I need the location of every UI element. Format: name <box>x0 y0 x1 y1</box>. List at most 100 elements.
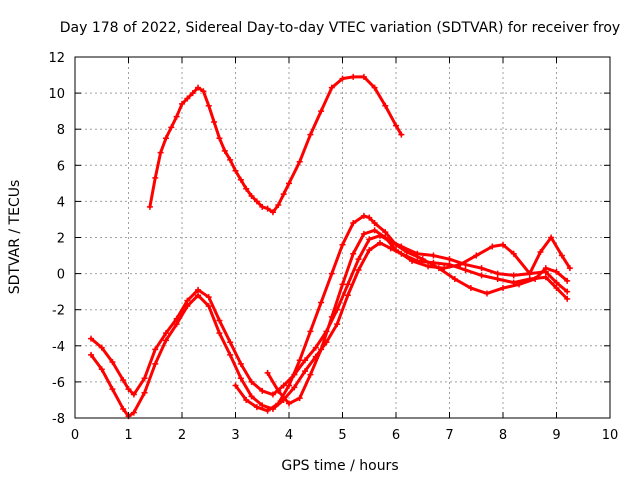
x-tick-label: 4 <box>285 428 293 443</box>
data-point <box>152 346 159 353</box>
data-point <box>237 360 244 367</box>
data-point <box>366 247 373 254</box>
data-point <box>302 357 309 364</box>
data-point <box>88 351 95 358</box>
data-point <box>532 276 539 283</box>
data-point <box>296 158 303 165</box>
data-point <box>248 393 255 400</box>
data-point <box>457 261 464 268</box>
data-point <box>248 192 255 199</box>
data-point <box>510 250 517 257</box>
data-point <box>205 303 212 310</box>
data-point <box>275 202 282 209</box>
data-point <box>473 252 480 259</box>
data-point <box>184 95 191 102</box>
data-point <box>216 135 223 142</box>
data-point <box>564 277 571 284</box>
data-point <box>98 344 105 351</box>
data-point <box>264 407 271 414</box>
data-point <box>125 386 132 393</box>
y-tick-label: 0 <box>57 268 65 283</box>
data-point <box>478 265 485 272</box>
data-point <box>398 131 405 138</box>
data-point <box>500 241 506 248</box>
series-line <box>148 75 403 214</box>
series-lower-b <box>88 239 571 420</box>
data-point <box>366 214 373 221</box>
y-tick-label: -2 <box>52 304 65 319</box>
series-upper <box>146 73 405 216</box>
data-point <box>205 294 212 301</box>
data-point <box>141 389 148 396</box>
data-point <box>510 272 517 279</box>
data-point <box>393 122 399 129</box>
data-point <box>259 387 266 394</box>
data-point <box>382 234 389 241</box>
data-point <box>120 405 127 412</box>
data-point <box>360 73 367 80</box>
data-point <box>382 229 389 236</box>
series-line <box>89 234 569 397</box>
data-point <box>88 335 95 342</box>
data-point <box>146 203 153 210</box>
y-tick-label: 6 <box>57 159 65 174</box>
x-tick-label: 3 <box>231 428 239 443</box>
series-lower-a <box>88 232 571 398</box>
data-point <box>467 285 474 292</box>
data-point <box>173 321 180 328</box>
series-lower-c <box>232 212 571 414</box>
data-point <box>152 360 159 367</box>
x-tick-label: 6 <box>392 428 400 443</box>
data-point <box>328 270 335 277</box>
data-point <box>318 108 325 115</box>
data-point <box>553 279 560 286</box>
data-point <box>360 230 367 237</box>
data-point <box>425 263 432 270</box>
y-tick-label: -6 <box>52 376 65 391</box>
data-point <box>173 113 180 120</box>
y-tick-label: -4 <box>52 340 65 355</box>
data-point <box>296 357 303 364</box>
data-point <box>526 270 533 277</box>
data-point <box>403 248 410 255</box>
y-tick-label: 2 <box>57 232 65 247</box>
data-point <box>328 313 335 320</box>
data-point <box>195 286 202 293</box>
data-point <box>318 299 325 306</box>
data-point <box>339 75 346 82</box>
data-point <box>152 174 159 181</box>
data-point <box>227 156 234 163</box>
data-point <box>462 266 469 273</box>
data-point <box>232 167 239 174</box>
data-point <box>227 339 234 346</box>
data-point <box>393 247 399 254</box>
data-point <box>141 375 148 382</box>
data-point <box>376 239 383 246</box>
data-point <box>216 330 223 337</box>
data-point <box>355 256 362 263</box>
y-axis-label: SDTVAR / TECUs <box>7 180 23 295</box>
data-point <box>553 268 560 275</box>
y-tick-label: 4 <box>57 195 65 210</box>
data-point <box>382 102 389 109</box>
data-point <box>189 90 196 97</box>
data-point <box>344 281 351 288</box>
data-point <box>243 185 250 192</box>
data-point <box>494 276 501 283</box>
data-point <box>216 317 223 324</box>
data-point <box>542 274 549 281</box>
data-point <box>109 386 116 393</box>
data-point <box>232 382 239 389</box>
data-point <box>195 292 202 299</box>
series-lower-d <box>264 227 573 407</box>
data-point <box>366 236 373 243</box>
data-point <box>489 243 496 250</box>
data-point <box>430 252 437 259</box>
data-point <box>200 88 207 95</box>
data-point <box>296 395 303 402</box>
data-point <box>109 359 116 366</box>
y-tick-label: 12 <box>48 51 65 66</box>
data-point <box>120 377 127 384</box>
data-point <box>334 321 341 328</box>
